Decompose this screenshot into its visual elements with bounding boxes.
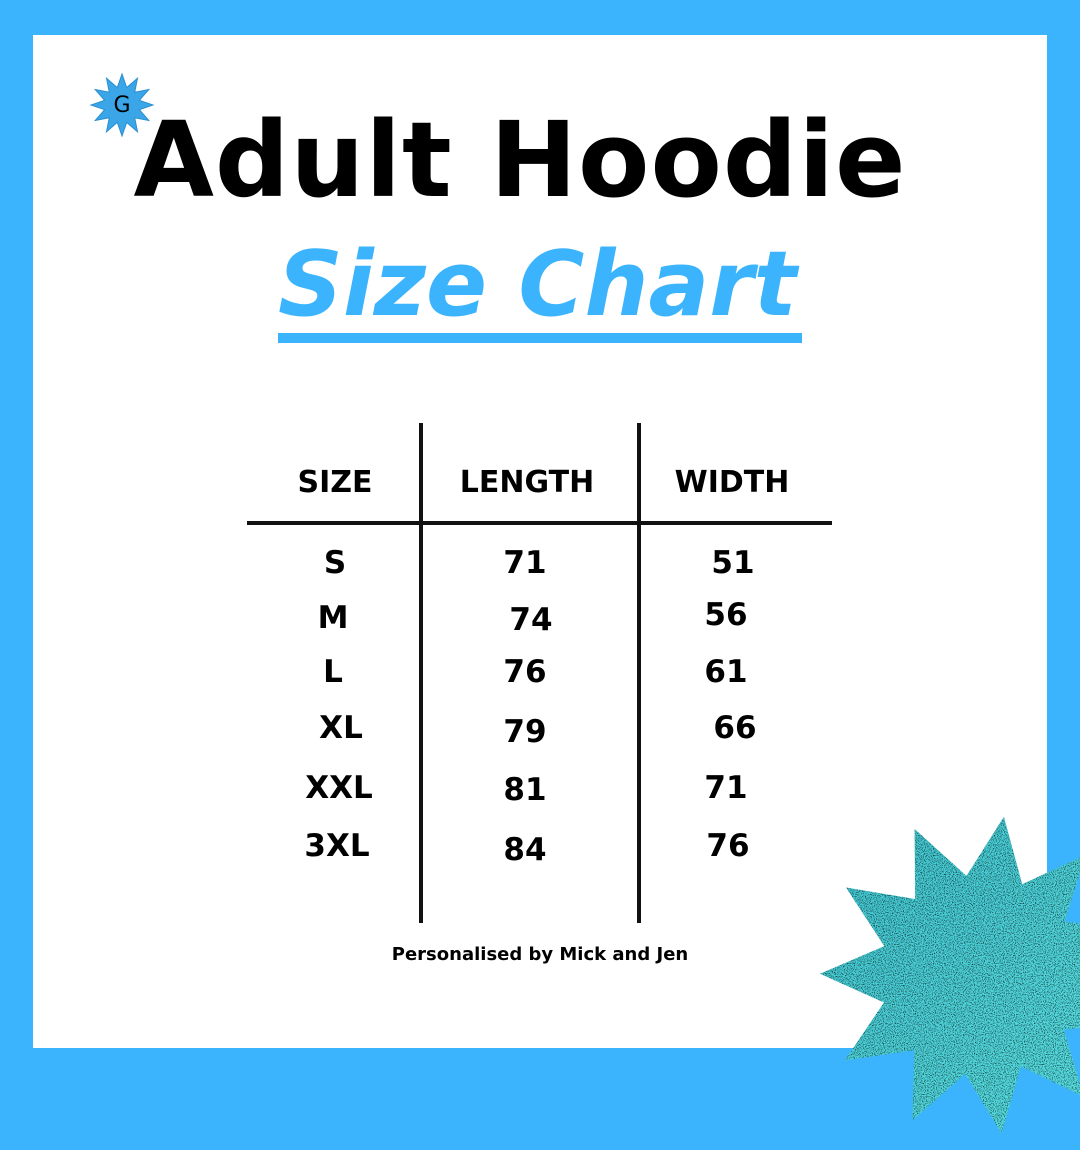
- page-subtitle: Size Chart: [278, 232, 797, 337]
- footer-credit: Personalised by Mick and Jen: [391, 944, 689, 965]
- cell-size: L: [323, 654, 343, 690]
- cell-length: 71: [503, 545, 547, 581]
- cell-size: XXL: [305, 770, 373, 806]
- chart-card: [33, 35, 1047, 1048]
- cell-length: 74: [509, 602, 553, 638]
- cell-width: 51: [711, 545, 755, 581]
- cell-size: XL: [319, 710, 363, 746]
- header-size: SIZE: [297, 465, 373, 500]
- star-badge-icon: G: [89, 72, 155, 138]
- page-title: Adult Hoodie: [133, 99, 907, 221]
- cell-width: 76: [706, 828, 750, 864]
- header-width: WIDTH: [674, 465, 790, 500]
- header-divider: [247, 521, 832, 525]
- header-length: LENGTH: [459, 465, 595, 500]
- subtitle-underline: [278, 333, 802, 343]
- cell-length: 81: [503, 772, 547, 808]
- decorative-star-icon: [820, 816, 1080, 1134]
- cell-width: 56: [704, 597, 748, 633]
- cell-width: 66: [713, 710, 757, 746]
- cell-size: 3XL: [304, 828, 370, 864]
- cell-length: 76: [503, 654, 547, 690]
- cell-width: 61: [704, 654, 748, 690]
- cell-length: 84: [503, 832, 547, 868]
- cell-length: 79: [503, 714, 547, 750]
- column-divider: [637, 423, 641, 923]
- cell-size: M: [317, 600, 349, 636]
- cell-size: S: [323, 545, 347, 581]
- logo-letter: G: [113, 93, 130, 118]
- cell-width: 71: [704, 770, 748, 806]
- column-divider: [419, 423, 423, 923]
